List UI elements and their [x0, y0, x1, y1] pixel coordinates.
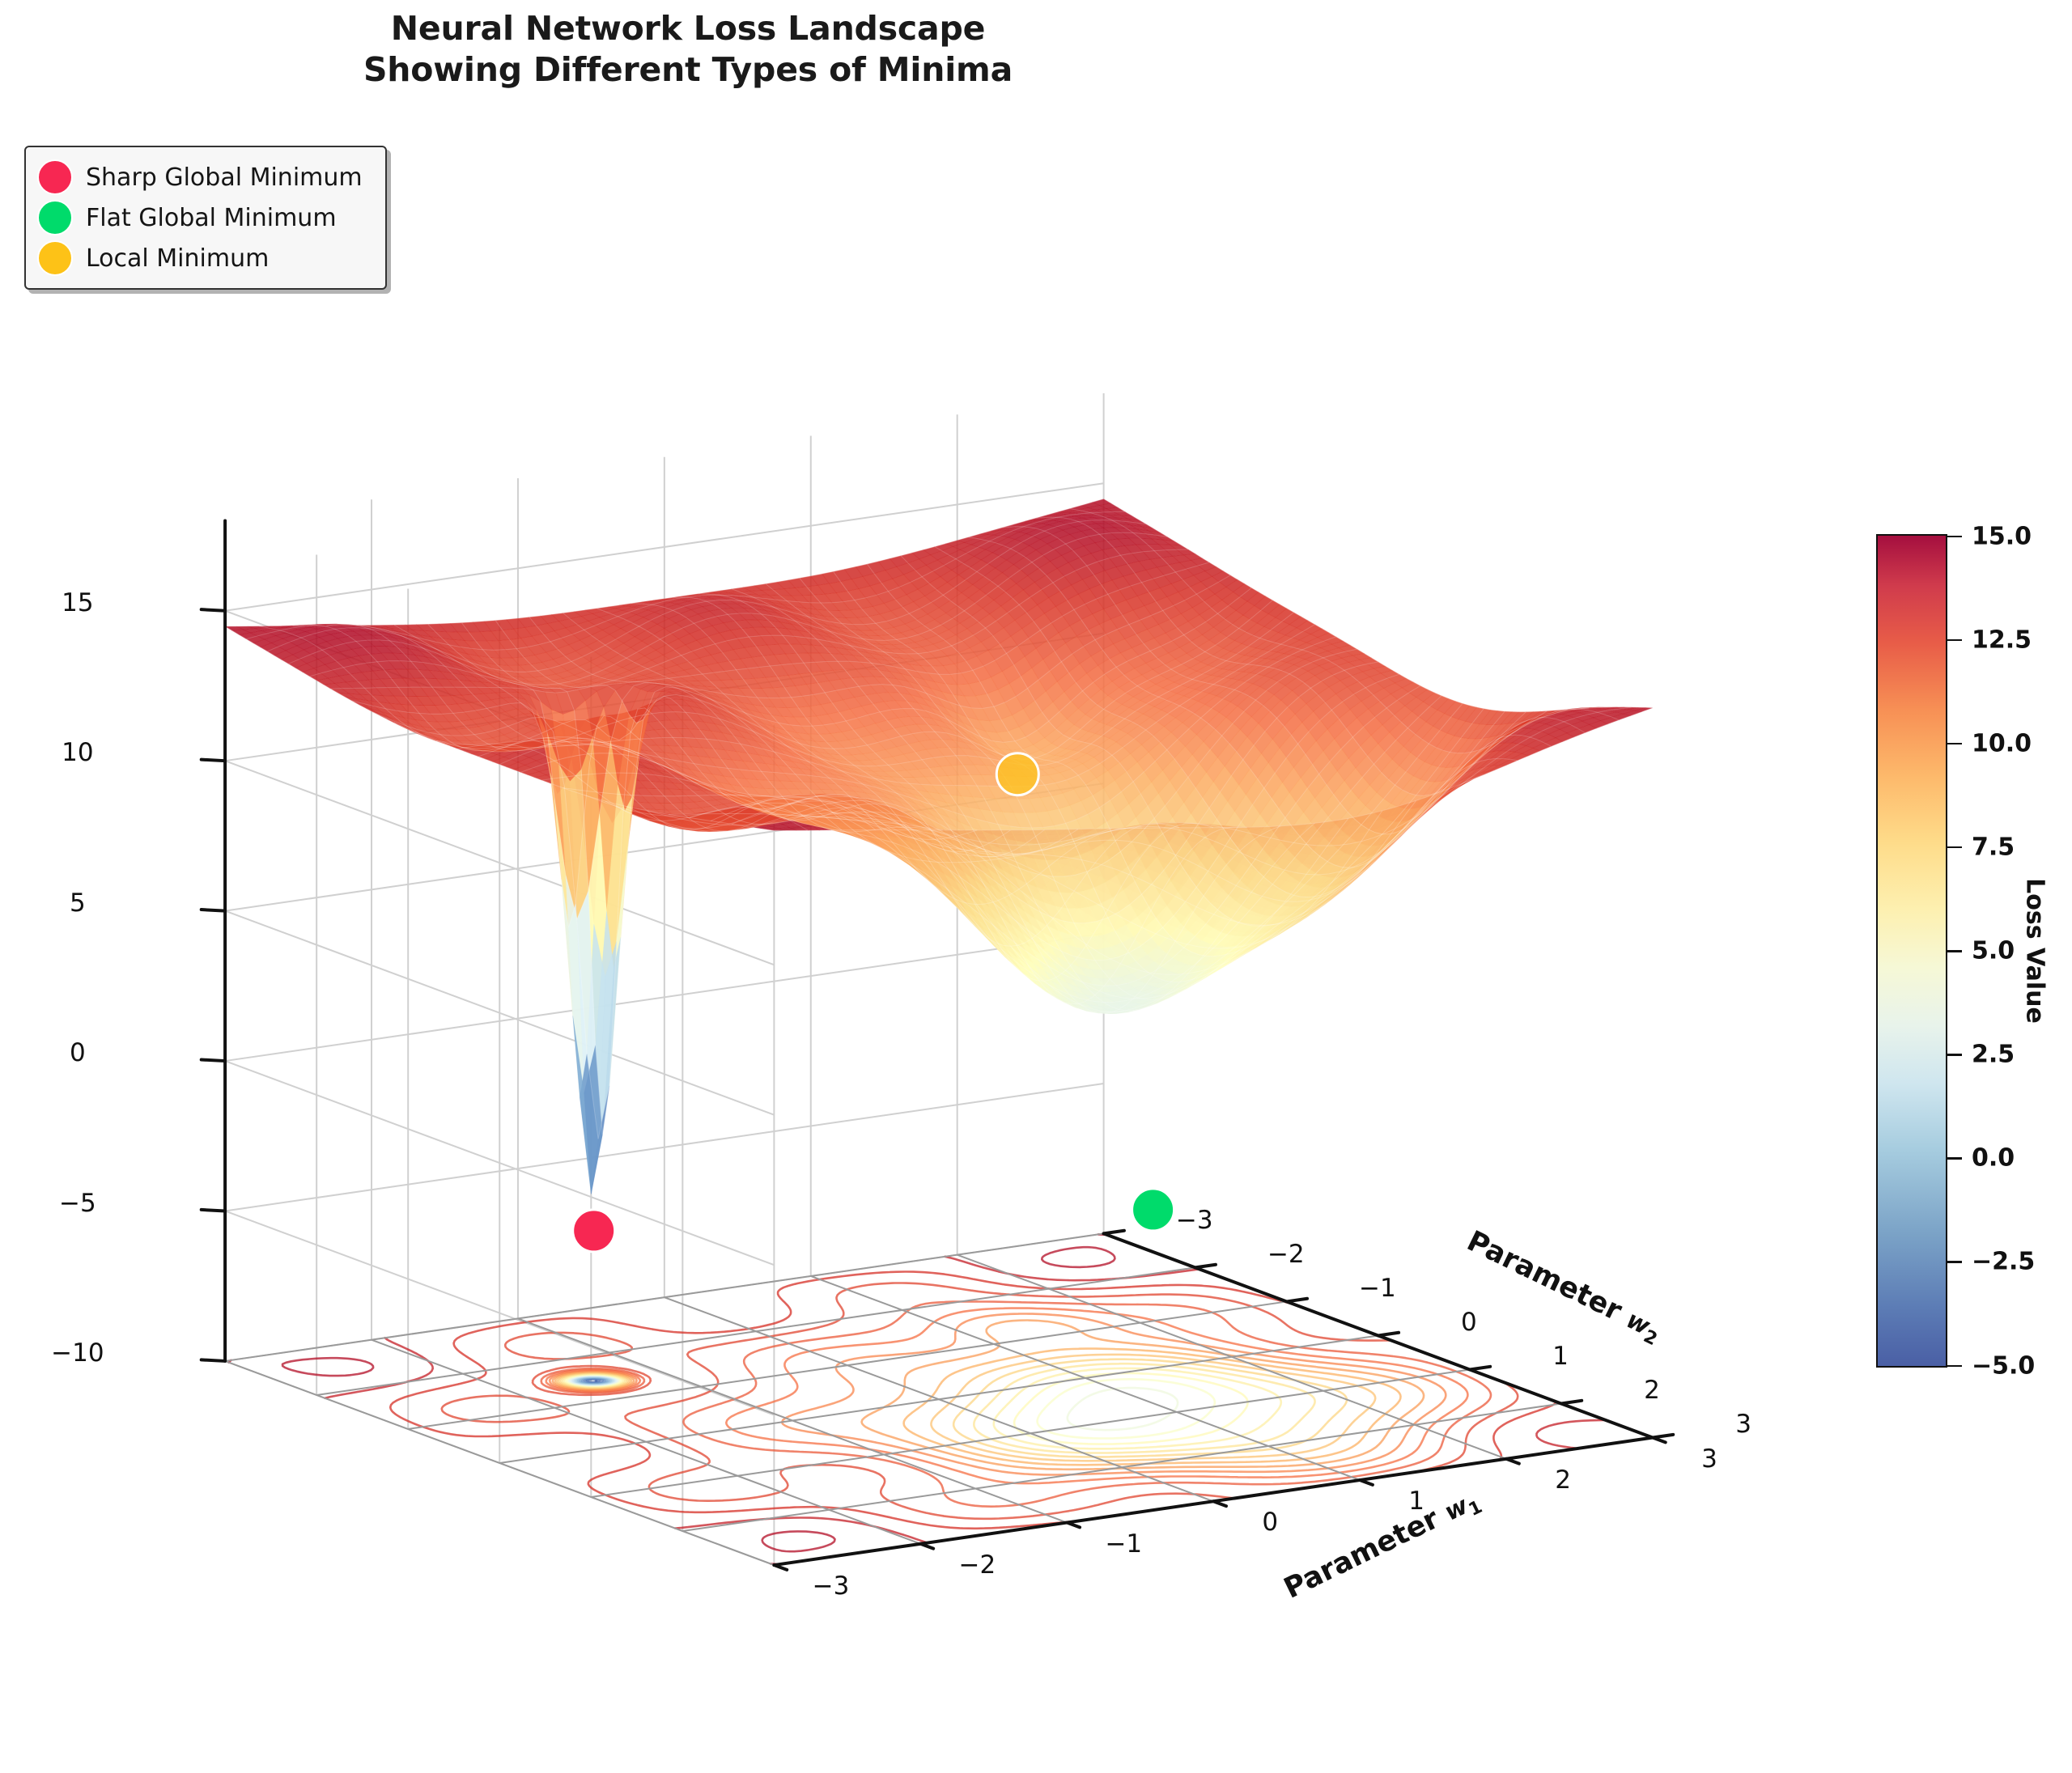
z-axis-label: Loss L(w) [0, 846, 2, 999]
colorbar-tick-label: 0.0 [1972, 1143, 2015, 1173]
legend-item-local-minimum[interactable]: Local Minimum [37, 238, 372, 278]
colorbar-tick-label: 15.0 [1972, 522, 2032, 550]
colorbar-gradient [1876, 534, 1947, 1368]
loss-surface [223, 498, 1654, 1194]
marker-sharp-global-minimum[interactable] [571, 1208, 617, 1253]
colorbar-tick-mark [1947, 742, 1962, 745]
colorbar-tick-label: 12.5 [1972, 626, 2032, 655]
minima-markers [571, 752, 1176, 1253]
legend-label-local-minimum: Local Minimum [86, 244, 270, 273]
colorbar-tick-mark [1947, 1054, 1962, 1056]
colorbar-tick-label: −5.0 [1972, 1351, 2036, 1380]
colorbar-title: Loss Value [2020, 878, 2049, 1024]
legend-marker-local-minimum [37, 240, 73, 276]
colorbar-tick-mark [1947, 1157, 1962, 1160]
chart-title: Neural Network Loss Landscape Showing Di… [0, 8, 1376, 91]
legend-item-flat-global-minimum[interactable]: Flat Global Minimum [37, 197, 372, 238]
legend-marker-flat-global-minimum [37, 200, 73, 235]
colorbar-tick-label: 2.5 [1972, 1040, 2015, 1069]
colorbar-tick-label: −2.5 [1972, 1247, 2036, 1276]
colorbar-tick-mark [1947, 1364, 1962, 1367]
surface-plot-3d [199, 392, 1675, 1572]
legend-label-sharp-global-minimum: Sharp Global Minimum [86, 163, 363, 192]
colorbar-tick-mark [1947, 638, 1962, 642]
colorbar-tick-label: 5.0 [1972, 936, 2015, 965]
colorbar[interactable]: Loss Value 15.0 12.5 10.0 7.5 5.0 2.5 0.0 −2.5 −… [1876, 522, 2070, 1380]
colorbar-tick-mark [1947, 950, 1962, 952]
marker-flat-global-minimum[interactable] [1131, 1187, 1176, 1232]
colorbar-tick-mark [1947, 846, 1962, 849]
colorbar-tick-mark [1947, 1261, 1962, 1263]
marker-local-minimum[interactable] [995, 752, 1040, 797]
legend[interactable]: Sharp Global Minimum Flat Global Minimum… [24, 146, 387, 290]
chart-title-line-1: Neural Network Loss Landscape [390, 9, 986, 48]
colorbar-tick-label: 7.5 [1972, 833, 2015, 862]
legend-item-sharp-global-minimum[interactable]: Sharp Global Minimum [37, 157, 372, 197]
legend-marker-sharp-global-minimum [37, 159, 73, 195]
chart-title-line-2: Showing Different Types of Minima [363, 49, 1013, 89]
axis-spines [199, 519, 1675, 1572]
colorbar-tick-mark [1947, 535, 1962, 537]
legend-label-flat-global-minimum: Flat Global Minimum [86, 203, 337, 232]
colorbar-tick-label: 10.0 [1972, 729, 2032, 758]
contour-projection [227, 1233, 1607, 1566]
